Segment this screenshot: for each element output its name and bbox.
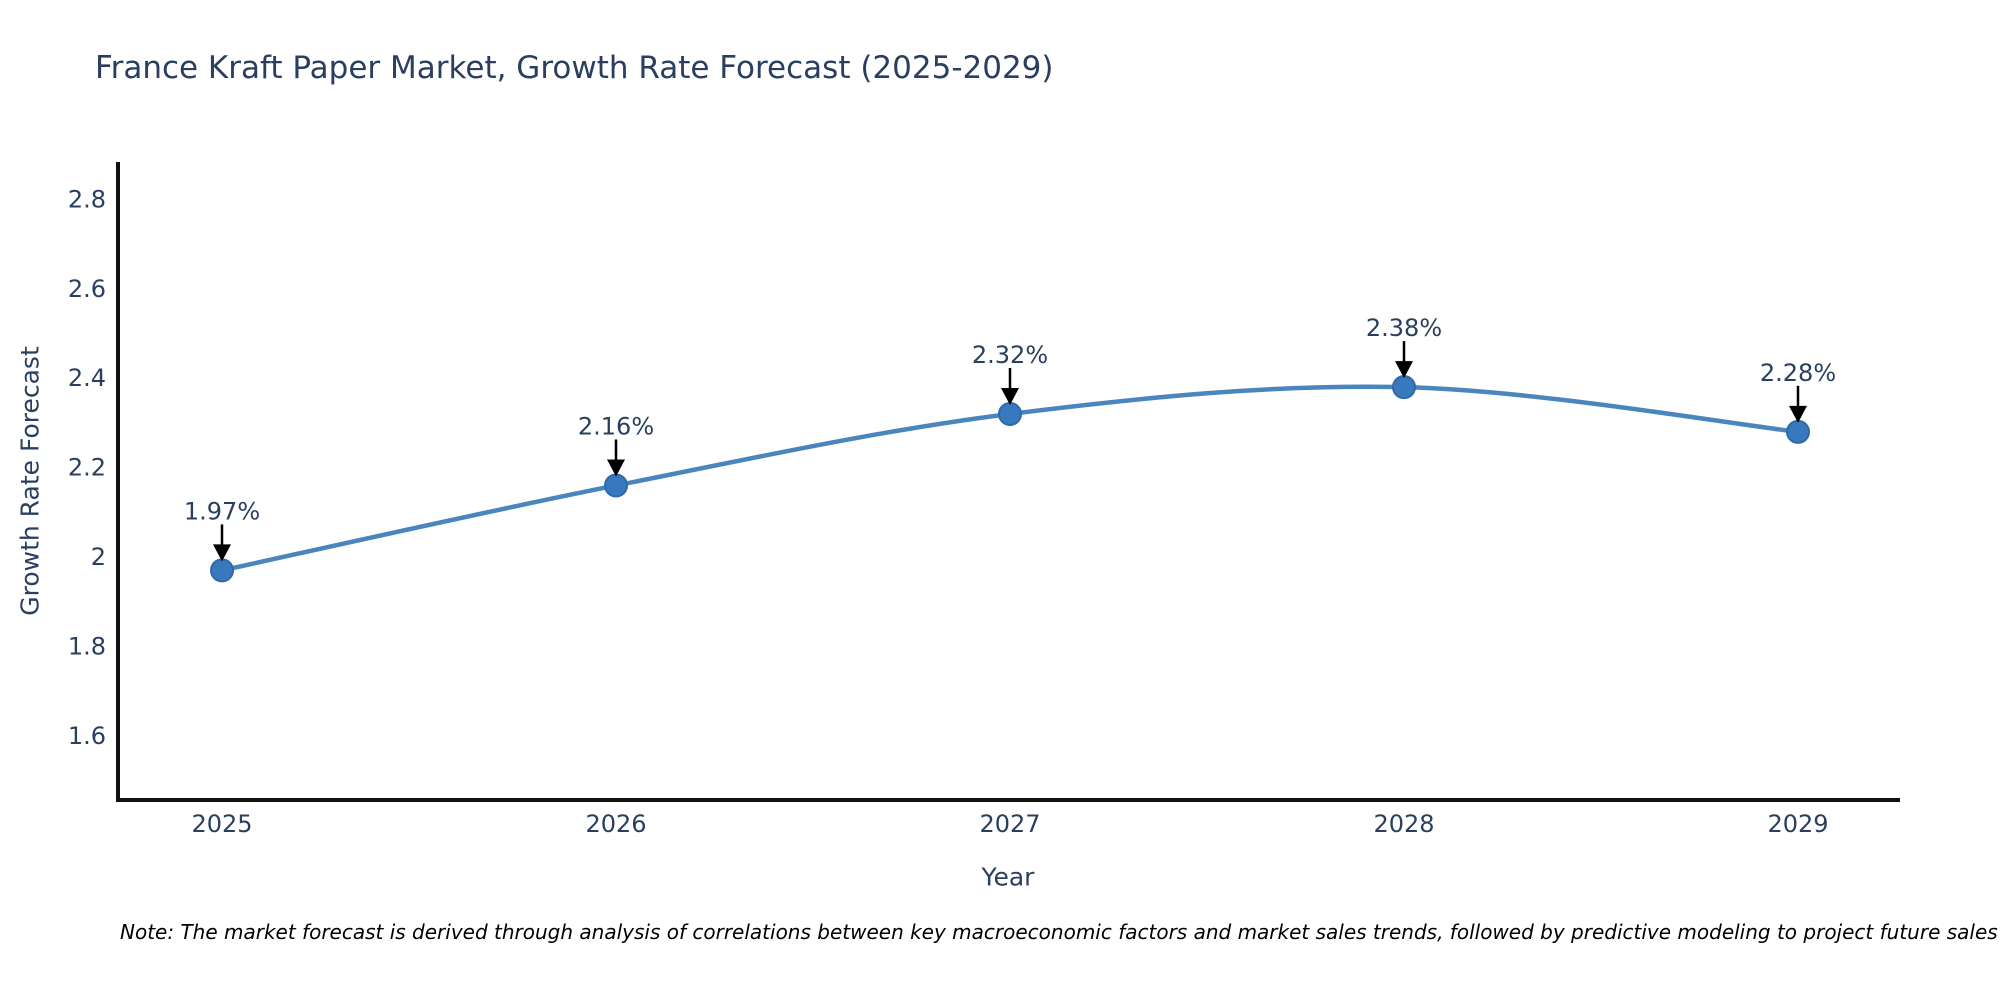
data-point-marker (210, 558, 234, 583)
annotation-label: 2.38% (1366, 314, 1442, 342)
y-tick-label: 2.6 (68, 275, 106, 303)
x-tick-label: 2028 (1373, 810, 1434, 838)
annotation-label: 1.97% (184, 497, 260, 525)
x-tick-label: 2027 (979, 810, 1040, 838)
y-tick-label: 2.8 (68, 185, 106, 213)
x-tick-label: 2026 (585, 810, 646, 838)
data-point-marker (1786, 419, 1810, 444)
annotation-arrowhead-icon (607, 459, 625, 477)
annotation-arrowhead-icon (1001, 387, 1019, 405)
x-tick-label: 2029 (1767, 810, 1828, 838)
y-tick-label: 2.4 (68, 364, 106, 392)
annotation-arrowhead-icon (1395, 361, 1413, 379)
annotation-arrowhead-icon (213, 544, 231, 562)
chart-title: France Kraft Paper Market, Growth Rate F… (95, 50, 1054, 86)
data-point-marker (604, 473, 628, 498)
y-tick-label: 2 (91, 543, 106, 571)
annotation-label: 2.32% (972, 341, 1048, 369)
y-tick-label: 1.6 (68, 722, 106, 750)
footnote: Note: The market forecast is derived thr… (120, 920, 1998, 944)
data-point-marker (1392, 375, 1416, 400)
x-tick-label: 2025 (191, 810, 252, 838)
annotation-label: 2.16% (578, 412, 654, 440)
y-axis-title: Growth Rate Forecast (15, 346, 45, 616)
y-tick-label: 2.2 (68, 454, 106, 482)
annotation-arrowhead-icon (1789, 405, 1807, 423)
annotation-label: 2.28% (1760, 359, 1836, 387)
data-point-marker (998, 401, 1022, 426)
y-tick-label: 1.8 (68, 632, 106, 660)
x-axis-title: Year (981, 862, 1035, 892)
